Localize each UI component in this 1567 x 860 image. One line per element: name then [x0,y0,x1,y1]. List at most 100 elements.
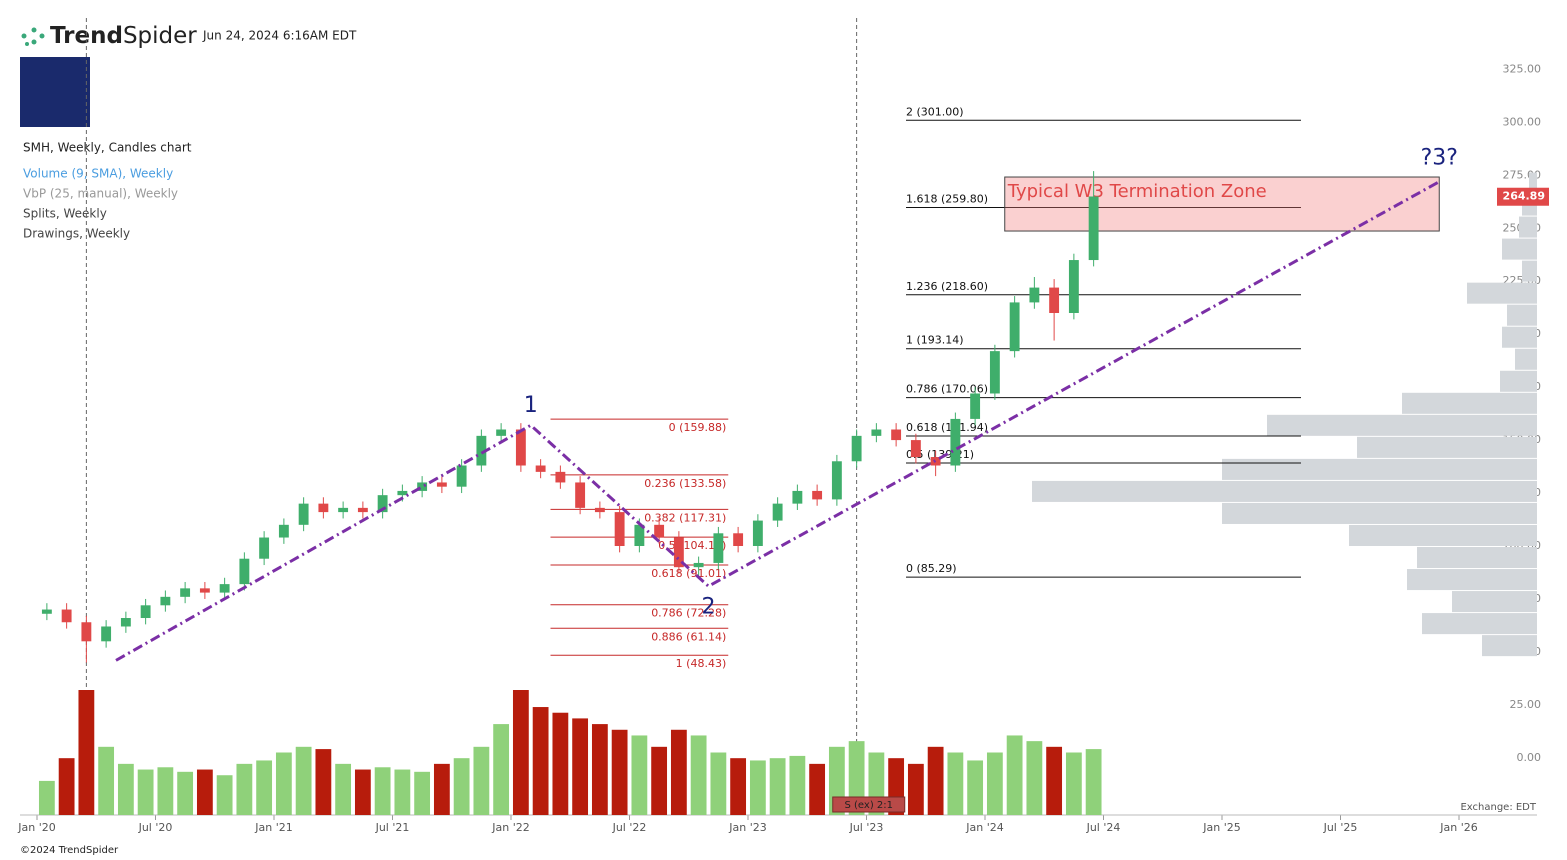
candle-body [338,507,349,513]
symbol-logo [20,57,90,127]
split-marker [832,796,906,813]
candle-body [357,507,368,513]
x-tick-label: Jul '20 [138,821,173,834]
candle-body [634,524,645,546]
volume-bar [532,707,549,815]
volume-bar [749,760,766,815]
volume-bar [493,724,510,815]
volume-bar [354,769,371,815]
candle-body [535,465,546,472]
candle-body [831,461,842,500]
candle-body [1068,260,1079,314]
candle-body [476,435,487,466]
wave-label: ?3? [1421,145,1458,170]
fib-label: 0.382 (117.31) [644,511,726,524]
exchange: Exchange: EDT [1460,802,1536,813]
candle-body [160,596,171,606]
split-label: S (ex) 2:1 [845,800,894,811]
candle-body [772,503,783,521]
fib-label: 0.786 (170.06) [906,383,988,396]
volume-bar [38,780,55,815]
candle-body [318,503,329,513]
candle-body [594,507,605,513]
vbp-bar [1522,260,1537,282]
volume-bar [78,690,95,815]
wave-trendline [115,180,1440,662]
candle-body [891,429,902,441]
x-tick-label: Jan '22 [491,821,529,834]
y-tick-label: 325.00 [1503,62,1542,75]
zone-label: Typical W3 Termination Zone [1007,181,1267,202]
vbp-bar [1482,635,1537,657]
candle-body [614,512,625,546]
candle-body [239,558,250,585]
volume-bar [572,718,589,815]
fib-label: 1 (48.43) [676,657,727,670]
volume-bar [591,724,608,815]
volume-bar [730,758,747,815]
volume-bar [473,746,490,815]
candle-body [851,435,862,462]
candle-body [180,588,191,597]
volume-bar [335,763,352,815]
x-tick-label: Jul '22 [612,821,647,834]
vbp-bar [1515,348,1537,370]
fib-label: 0.886 (61.14) [651,630,726,643]
candle-body [397,490,408,496]
volume-bar [295,746,312,815]
fib-label: 2 (301.00) [906,105,964,118]
volume-bar [275,752,292,815]
legend-entry: Volume (9, SMA), Weekly [23,167,173,181]
volume-bar [967,760,984,815]
candle-body [81,622,92,642]
vbp-bar [1529,172,1537,194]
volume-bar [236,763,253,815]
candle-body [1088,196,1099,261]
volume-bar [117,763,134,815]
fib-label: 0 (159.88) [669,421,727,434]
volume-bar [611,729,628,815]
logo-icon [21,27,45,46]
fib-label: 1.236 (218.60) [906,280,988,293]
candle-body [910,440,921,458]
volume-bar [433,763,450,815]
vbp-bar [1349,524,1537,546]
brand: TrendSpider [50,23,197,49]
candle-body [989,351,1000,394]
y-tick-label: 300.00 [1503,115,1542,128]
volume-bar [98,746,115,815]
volume-bar [1046,746,1063,815]
copyright: ©2024 TrendSpider [20,845,119,856]
vbp-bar [1519,216,1537,238]
fib-label: 0.618 (91.01) [651,567,726,580]
volume-bar [927,746,944,815]
candle-body [871,429,882,436]
legend-entry: SMH, Weekly, Candles chart [23,141,192,155]
vbp-bar [1032,480,1537,502]
vbp-bar [1422,613,1537,635]
y-tick-label: 0.00 [1517,751,1542,764]
candle-body [970,393,981,419]
x-tick-label: Jul '23 [849,821,884,834]
x-tick-label: Jan '26 [1439,821,1477,834]
volume-bar [1006,735,1023,815]
volume-bar [789,755,806,815]
volume-bar [256,760,273,815]
last-price-tag [1497,187,1549,206]
legend-entry: Drawings, Weekly [23,227,130,241]
x-tick-label: Jul '24 [1086,821,1121,834]
fib-label: 0 (85.29) [906,562,957,575]
vbp-bar [1357,436,1537,458]
vbp-bar [1502,238,1537,260]
x-tick-label: Jan '23 [728,821,766,834]
x-tick-label: Jan '21 [254,821,292,834]
last-price-label: 264.89 [1503,190,1545,203]
fib-label: 1 (193.14) [906,334,964,347]
fib-label: 0.618 (151.94) [906,421,988,434]
volume-bar [1026,741,1043,815]
volume-bar [394,769,411,815]
wave-label: 2 [702,594,716,619]
candle-body [199,588,210,593]
candle-body [752,520,763,546]
